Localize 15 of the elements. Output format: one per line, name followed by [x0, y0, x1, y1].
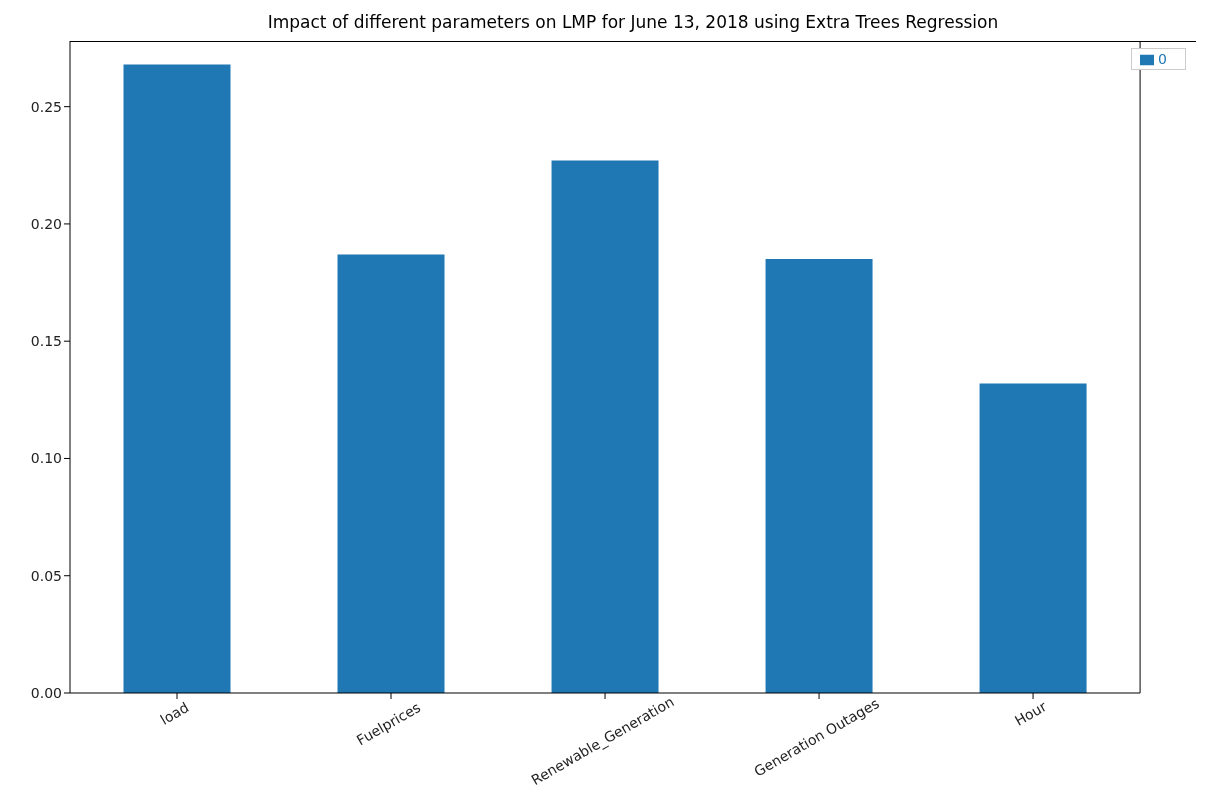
x-tick-label: load: [157, 699, 192, 728]
bar: [551, 160, 659, 693]
y-tick-label: 0.15: [30, 333, 62, 350]
y-tick-label: 0.05: [30, 567, 62, 584]
legend-label: 0: [1158, 51, 1167, 67]
y-tick-label: 0.25: [30, 98, 62, 115]
x-tick-label: Hour: [1011, 697, 1050, 729]
bar: [123, 64, 231, 693]
bar: [337, 254, 445, 693]
bar: [765, 259, 873, 693]
y-tick-label: 0.10: [30, 450, 62, 467]
y-tick-label: 0.20: [30, 215, 62, 232]
bar: [979, 383, 1087, 693]
y-tick-label: 0.00: [30, 684, 62, 701]
chart-title: Impact of different parameters on LMP for June 13, 2018 using Extra Trees Regression: [267, 12, 999, 32]
